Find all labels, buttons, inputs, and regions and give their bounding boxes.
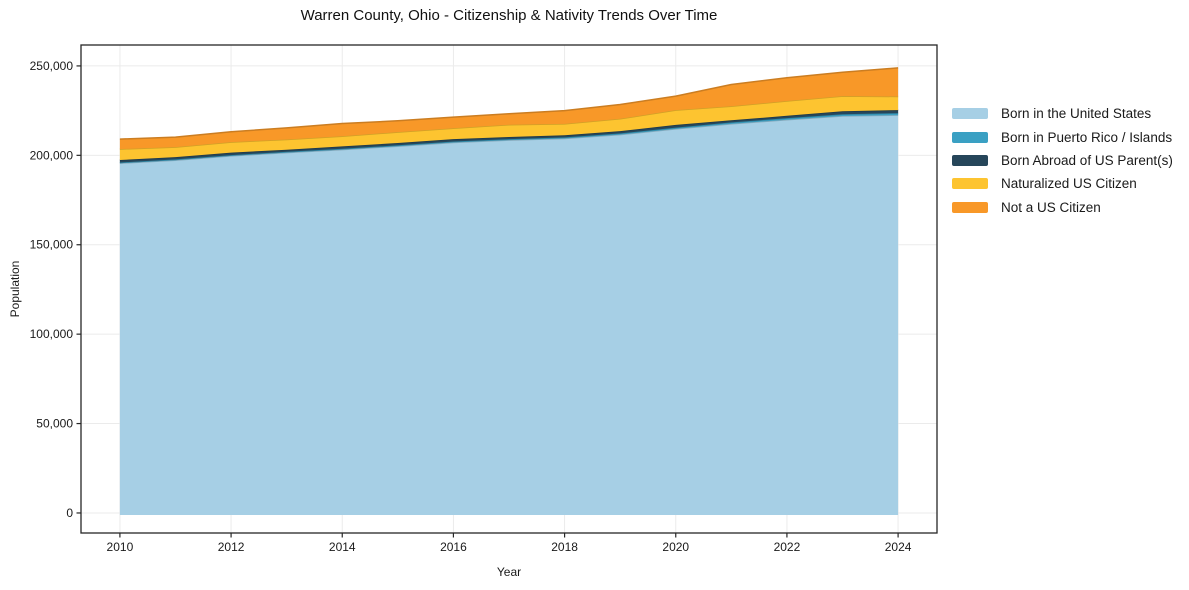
legend-item: Naturalized US Citizen	[952, 172, 1173, 195]
x-tick-label: 2022	[774, 540, 801, 554]
area-series-0	[119, 115, 899, 515]
y-tick-label: 50,000	[36, 417, 73, 431]
x-tick-label: 2024	[885, 540, 912, 554]
legend-swatch-icon	[952, 201, 988, 213]
plot-frame	[80, 44, 938, 534]
legend-swatch-icon	[952, 154, 988, 166]
x-tick-label: 2014	[329, 540, 356, 554]
x-tick-label: 2018	[551, 540, 578, 554]
y-tick-label: 200,000	[30, 148, 74, 162]
legend-label: Born in Puerto Rico / Islands	[1001, 129, 1173, 145]
y-tick-label: 100,000	[30, 327, 74, 341]
legend-item: Not a US Citizen	[952, 196, 1173, 219]
x-tick-label: 2016	[440, 540, 467, 554]
legend-swatch-icon	[952, 131, 988, 143]
y-tick-label: 150,000	[30, 238, 74, 252]
legend-swatch-icon	[952, 178, 988, 190]
legend-item: Born in Puerto Rico / Islands	[952, 125, 1173, 148]
y-tick-label: 0	[66, 506, 73, 520]
legend-label: Born in the United States	[1001, 106, 1152, 122]
x-tick-label: 2020	[662, 540, 689, 554]
area-series-4	[119, 67, 899, 150]
x-tick-label: 2012	[218, 540, 245, 554]
x-axis-label: Year	[496, 565, 522, 579]
area-edge-4	[119, 67, 899, 140]
legend-label: Born Abroad of US Parent(s)	[1001, 152, 1173, 168]
legend: Born in the United States Born in Puerto …	[952, 102, 1173, 219]
area-series-3	[119, 96, 899, 160]
legend-label: Not a US Citizen	[1001, 199, 1101, 215]
y-axis-label: Population	[8, 260, 22, 318]
legend-label: Naturalized US Citizen	[1001, 176, 1137, 192]
legend-swatch-icon	[952, 108, 988, 120]
legend-item: Born in the United States	[952, 102, 1173, 125]
y-tick-label: 250,000	[30, 59, 74, 73]
x-tick-label: 2010	[107, 540, 134, 554]
chart-title: Warren County, Ohio - Citizenship & Nati…	[300, 7, 718, 24]
legend-item: Born Abroad of US Parent(s)	[952, 149, 1173, 172]
